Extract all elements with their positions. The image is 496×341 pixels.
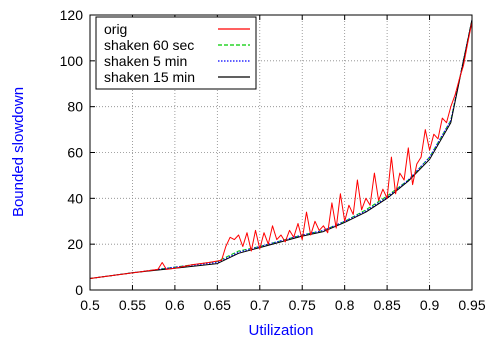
x-tick-label: 0.75: [289, 297, 316, 313]
series-layer: [89, 19, 473, 279]
x-tick-label: 0.9: [420, 297, 440, 313]
x-tick-label: 0.65: [204, 297, 231, 313]
x-tick-label: 0.8: [335, 297, 355, 313]
legend-label: shaken 15 min: [104, 69, 195, 85]
series-line-2: [89, 19, 473, 279]
x-tick-label: 0.85: [373, 297, 400, 313]
y-tick-label: 60: [67, 145, 83, 161]
x-tick-label: 0.95: [458, 297, 485, 313]
series-line-3: [89, 19, 473, 279]
ticks: 0.5 0.55 0.6 0.65 0.7 0.75 0.8 0.85 0.9 0.95 0 20 40…: [60, 7, 486, 313]
y-tick-label: 40: [67, 190, 83, 206]
x-axis-label: Utilization: [248, 322, 313, 339]
y-tick-label: 80: [67, 99, 83, 115]
x-tick-label: 0.5: [80, 297, 100, 313]
y-tick-label: 120: [60, 7, 84, 23]
series-line-0: [89, 21, 473, 279]
y-axis-label: Bounded slowdown: [10, 87, 27, 217]
y-tick-label: 20: [67, 236, 83, 252]
y-tick-label: 0: [75, 282, 83, 298]
legend-label: shaken 60 sec: [104, 37, 194, 53]
x-tick-label: 0.6: [165, 297, 185, 313]
x-tick-label: 0.7: [250, 297, 270, 313]
y-tick-label: 100: [60, 53, 84, 69]
legend-label: orig: [104, 21, 127, 37]
x-tick-label: 0.55: [119, 297, 146, 313]
legend-label: shaken 5 min: [104, 53, 187, 69]
